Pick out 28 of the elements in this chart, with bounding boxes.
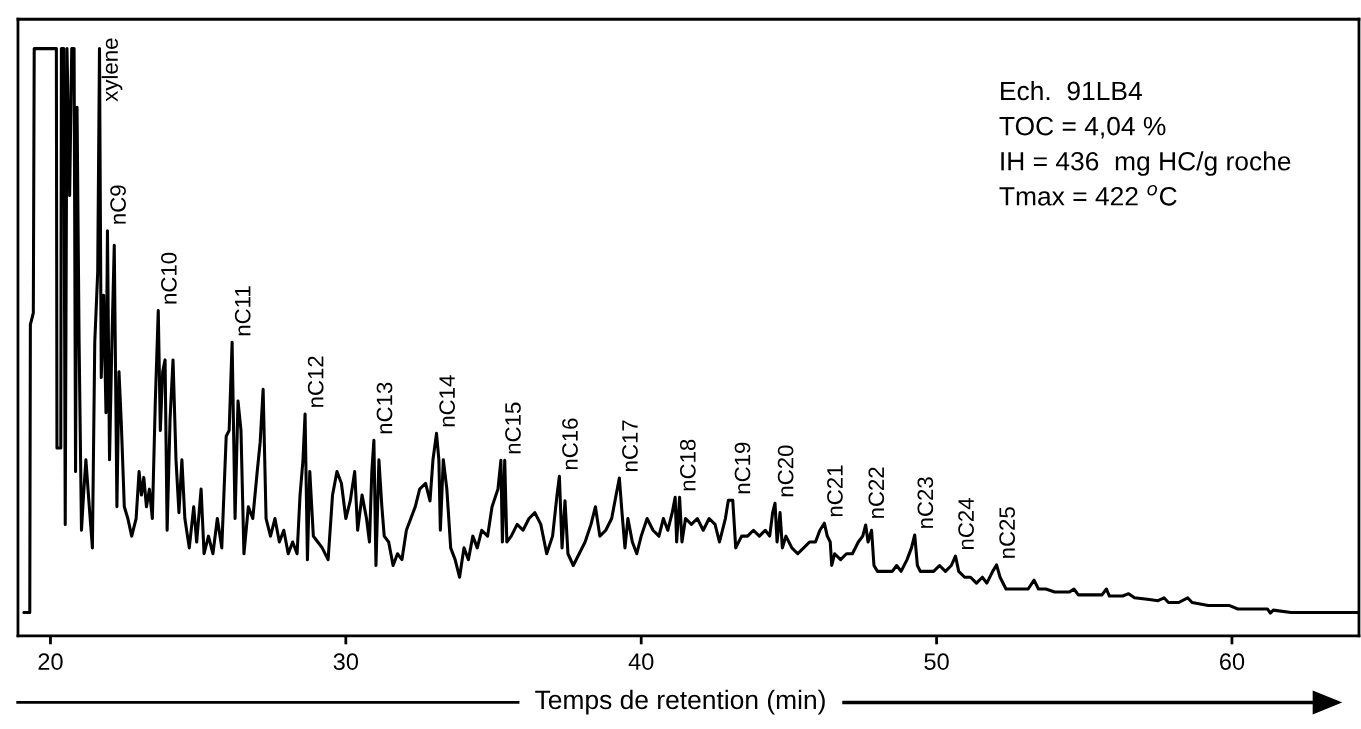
annotation: nC22: [868, 467, 885, 518]
annotation: nC24: [958, 498, 974, 550]
annotation: Tmax = 422 $^{o}$C: [999, 184, 1177, 206]
annotation: xylene: [101, 38, 123, 102]
annotation: Ech. 91LB4: [1001, 80, 1142, 101]
x-tick-label: 20: [38, 653, 63, 670]
annotation: IH = 436 mg HC/g roche: [1001, 151, 1291, 176]
annotation: nC9: [110, 185, 126, 224]
annotation: nC19: [734, 442, 751, 494]
x-tick-label: 50: [924, 653, 949, 670]
annotation: nC17: [622, 420, 638, 471]
annotation: nC21: [827, 465, 843, 517]
annotation: TOC = 4,04 %: [999, 116, 1166, 139]
annotation: nC14: [439, 375, 455, 427]
x-tick-label: 60: [1220, 653, 1245, 670]
annotation: nC20: [777, 445, 794, 497]
annotation: nC11: [234, 286, 251, 336]
x-tick-label: 30: [333, 653, 359, 670]
annotation: nC16: [562, 418, 578, 470]
annotation: nC15: [505, 402, 521, 454]
annotation: nC10: [161, 252, 177, 304]
x-tick-label: 40: [628, 653, 654, 670]
annotation: nC23: [917, 477, 934, 528]
annotation: nC25: [999, 507, 1015, 558]
annotation: nC18: [679, 439, 696, 491]
annotation: nC13: [376, 382, 393, 434]
x-axis-title: Temps de retention (min): [535, 689, 825, 715]
annotation: nC12: [307, 356, 324, 407]
